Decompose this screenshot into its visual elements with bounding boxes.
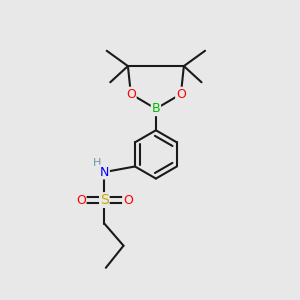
Text: O: O bbox=[176, 88, 186, 100]
Text: O: O bbox=[126, 88, 136, 100]
Text: O: O bbox=[123, 194, 133, 207]
Text: N: N bbox=[100, 166, 109, 178]
Text: H: H bbox=[93, 158, 101, 168]
Text: B: B bbox=[152, 102, 160, 115]
Text: O: O bbox=[76, 194, 86, 207]
Text: S: S bbox=[100, 193, 109, 207]
